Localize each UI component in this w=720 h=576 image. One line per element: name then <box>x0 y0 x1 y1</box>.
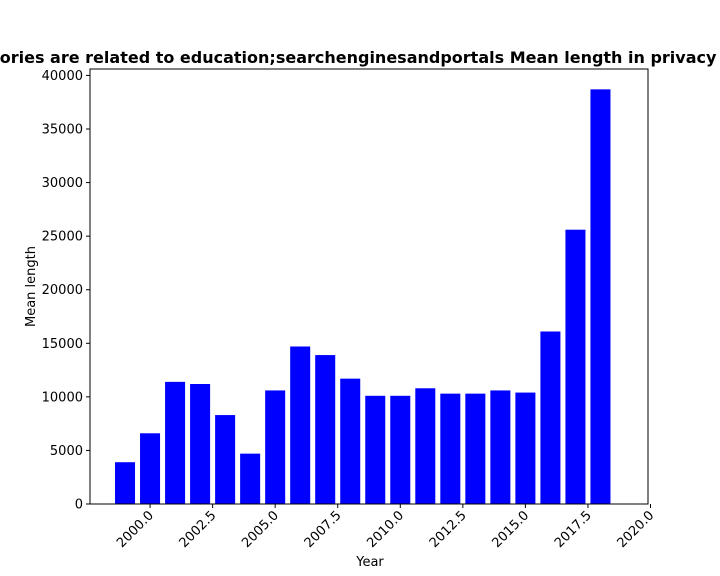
bar-2017 <box>565 229 586 504</box>
y-tick-label: 10000 <box>42 390 83 405</box>
y-tick-label: 25000 <box>42 230 83 245</box>
bar-2010 <box>390 395 411 504</box>
chart-title: Categories are related to education;sear… <box>0 48 720 67</box>
bar-2004 <box>240 453 261 504</box>
y-tick-label: 0 <box>75 498 83 513</box>
bar-2008 <box>340 378 361 504</box>
plot-frame <box>89 68 649 505</box>
x-tick-label: 2012.5 <box>427 508 470 551</box>
y-tick-label: 20000 <box>42 283 83 298</box>
y-tick-label: 30000 <box>42 176 83 191</box>
y-tick-label: 5000 <box>50 444 83 459</box>
bar-2012 <box>440 393 461 504</box>
y-tick-label: 35000 <box>42 123 83 138</box>
y-axis: 0 5000 10000 15000 20000 25000 30000 35000 40000 <box>42 69 90 513</box>
bar-2007 <box>315 355 336 504</box>
bar-2014 <box>490 390 511 504</box>
bar-2001 <box>165 381 186 504</box>
y-tick-label: 15000 <box>42 337 83 352</box>
x-tick-label: 2015.0 <box>489 508 532 551</box>
x-tick-label: 2017.5 <box>552 508 595 551</box>
bar-2009 <box>365 395 386 504</box>
x-tick-label: 2020.0 <box>615 508 658 551</box>
x-tick-label: 2010.0 <box>364 508 407 551</box>
bar-2006 <box>290 346 311 504</box>
bar-2015 <box>515 392 536 504</box>
bar-2016 <box>540 331 561 504</box>
bars-layer <box>115 89 611 505</box>
x-tick-label: 2007.5 <box>302 508 345 551</box>
y-tick-label: 40000 <box>42 69 83 84</box>
bar-2011 <box>415 388 436 504</box>
bar-2013 <box>465 393 486 504</box>
x-tick-label: 2000.0 <box>114 508 157 551</box>
bar-2003 <box>215 415 236 504</box>
bar-2002 <box>190 384 211 504</box>
x-axis-title: Year <box>355 555 384 570</box>
bar-1999 <box>115 462 136 504</box>
x-tick-label: 2002.5 <box>177 508 220 551</box>
y-axis-title: Mean length <box>24 246 39 327</box>
bar-2005 <box>265 390 286 504</box>
bar-2000 <box>140 433 161 504</box>
x-tick-label: 2005.0 <box>239 508 282 551</box>
bar-2018 <box>590 89 611 505</box>
x-axis: 2000.0 2002.5 2005.0 2007.5 2010.0 2012.5 2015… <box>114 504 657 551</box>
